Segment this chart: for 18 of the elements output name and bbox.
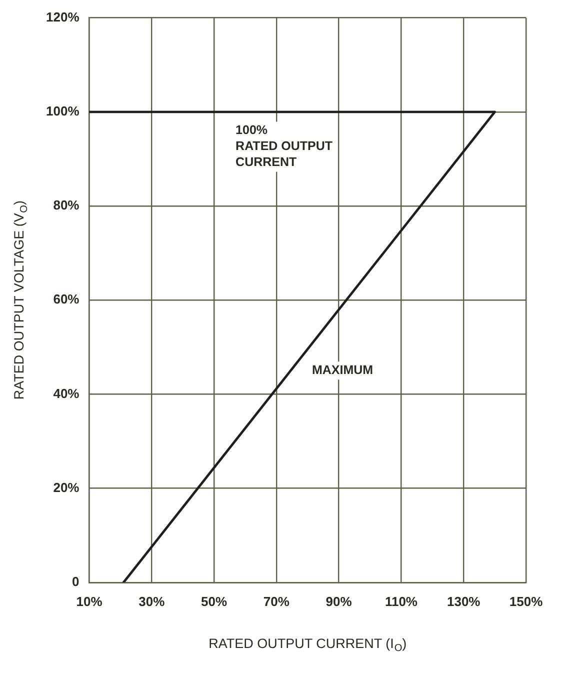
y-tick-label: 60% <box>53 292 80 307</box>
y-tick-label: 80% <box>53 198 80 213</box>
y-tick-label: 120% <box>46 9 80 24</box>
x-tick-label: 110% <box>384 594 418 609</box>
x-tick-label: 70% <box>263 594 290 609</box>
x-tick-label: 150% <box>509 594 544 609</box>
y-axis-title: RATED OUTPUT VOLTAGE (VO) <box>12 200 30 400</box>
x-tick-label: 90% <box>326 594 352 609</box>
y-tick-label: 40% <box>53 386 80 401</box>
annotation: MAXIMUM <box>312 363 374 378</box>
x-tick-label: 30% <box>138 594 166 609</box>
annotation: 100% RATED OUTPUT CURRENT <box>236 123 333 170</box>
y-tick-label: 100% <box>46 103 80 118</box>
y-tick-label: 20% <box>53 480 80 495</box>
y-tick-label: 0 <box>72 574 80 589</box>
x-tick-label: 10% <box>76 594 103 609</box>
x-tick-label: 50% <box>201 594 228 609</box>
x-tick-label: 130% <box>446 594 481 609</box>
